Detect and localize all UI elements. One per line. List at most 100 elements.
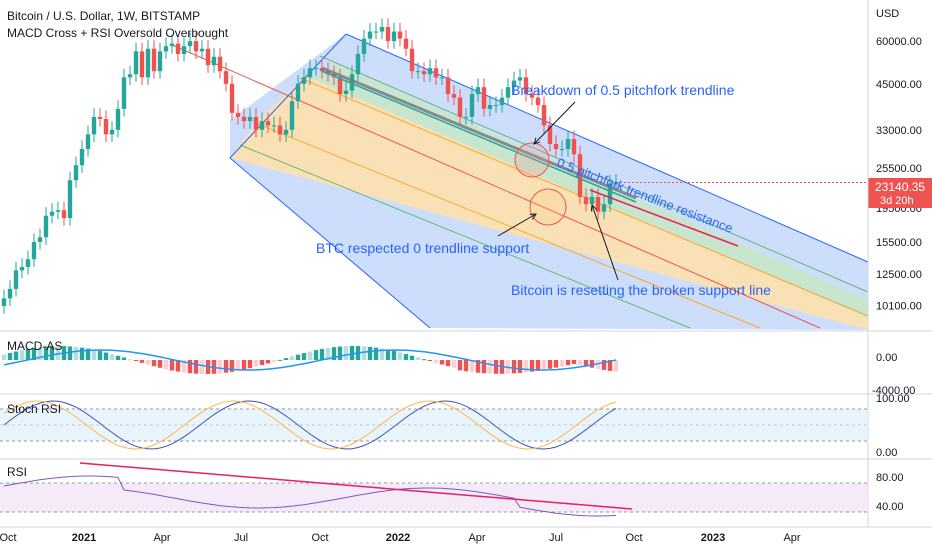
candle	[553, 143, 559, 150]
time-label-3: Jul	[234, 532, 248, 544]
stoch-lines	[3, 400, 617, 450]
macd-bar	[259, 360, 265, 366]
candle	[511, 80, 517, 88]
candle	[1, 298, 7, 306]
macd-bar	[235, 360, 241, 371]
candle	[133, 51, 139, 75]
macd-bar	[517, 360, 523, 373]
macd-bar	[469, 360, 475, 373]
candle	[289, 101, 295, 130]
macd-bar	[535, 360, 541, 371]
rsi-line	[3, 475, 617, 517]
candle	[211, 56, 217, 66]
macd-bar	[37, 347, 43, 360]
price-axis-unit: USD	[876, 8, 899, 20]
candle	[583, 196, 589, 205]
time-label-9: 2023	[701, 532, 725, 544]
macd-bar	[475, 360, 481, 373]
candle	[73, 165, 79, 181]
annotation-resetting: Bitcoin is resetting the broken support …	[511, 282, 771, 298]
candle	[451, 94, 457, 98]
macd-bar	[481, 360, 487, 374]
macd-bar	[253, 360, 259, 367]
time-label-2: Apr	[153, 532, 170, 544]
indicator-title: MACD Cross + RSI Oversold Overbought	[7, 26, 229, 40]
macd-bar	[43, 346, 49, 360]
candle	[541, 105, 547, 126]
rsi-trendline	[79, 462, 633, 510]
macd-bar	[1, 354, 7, 360]
candle	[247, 116, 253, 122]
candle	[193, 41, 199, 52]
time-label-5: 2022	[386, 532, 410, 544]
candle	[157, 51, 163, 72]
last-price-countdown: 3d 20h	[880, 195, 914, 207]
price-tick-3: 25500.00	[876, 163, 922, 175]
candle	[427, 68, 433, 75]
candle	[535, 97, 541, 106]
candle	[301, 77, 307, 84]
resistance-line-green	[321, 70, 637, 203]
pitchfork-lower-quarter	[257, 123, 761, 329]
candle	[139, 51, 145, 78]
macd-bar	[85, 348, 91, 360]
candle	[475, 87, 481, 95]
macd-bar	[109, 354, 115, 360]
pitchfork-top-line	[345, 33, 869, 263]
support-arrow	[497, 214, 536, 237]
candle	[547, 125, 553, 144]
macd-bar	[31, 347, 37, 360]
macd-bar	[103, 352, 109, 360]
macd-bar	[607, 360, 613, 371]
last-price-value: 23140.35	[875, 180, 925, 194]
macd-bar	[217, 360, 223, 374]
candle	[121, 77, 127, 109]
macd-bar	[439, 360, 445, 365]
macd-bar	[613, 360, 619, 372]
resetting-arrow	[592, 205, 619, 281]
price-tick-1: 45000.00	[876, 79, 922, 91]
candle	[361, 38, 367, 55]
candle	[187, 41, 193, 47]
macd-bar	[421, 359, 427, 361]
macd-bar	[127, 359, 133, 361]
stoch-label: Stoch RSI	[7, 402, 61, 416]
macd-bar	[451, 360, 457, 368]
macd-bar	[25, 348, 31, 360]
candle	[91, 116, 97, 135]
time-label-4: Oct	[311, 532, 328, 544]
candle	[55, 210, 61, 212]
macd-bar	[571, 360, 577, 365]
candle	[559, 149, 565, 151]
candle	[313, 68, 319, 70]
rsi-tick-0: 80.00	[876, 472, 904, 484]
candle	[217, 56, 223, 72]
macd-bar	[187, 360, 193, 374]
price-tick-7: 10100.00	[876, 301, 922, 313]
macd-bar	[91, 349, 97, 360]
rsi-tick-1: 40.00	[876, 501, 904, 513]
macd-bar	[319, 348, 325, 360]
candles	[1, 18, 868, 314]
macd-bar	[415, 357, 421, 360]
candle	[265, 121, 271, 126]
macd-bar	[541, 360, 547, 370]
candle	[145, 48, 151, 78]
macd-bar	[391, 351, 397, 360]
macd-bar	[79, 347, 85, 360]
candle	[283, 129, 289, 135]
candle	[607, 183, 613, 205]
candle	[103, 119, 109, 135]
macd-bar	[553, 360, 559, 368]
candle	[319, 68, 325, 72]
pitchfork-median-line	[169, 43, 821, 329]
pitchfork-lower-half	[239, 144, 691, 329]
macd-bar	[115, 355, 121, 360]
candle	[223, 71, 229, 84]
candle	[205, 48, 211, 66]
candle	[463, 116, 469, 118]
macd-bar	[349, 346, 355, 360]
time-label-1: 2021	[72, 532, 96, 544]
macd-bar	[565, 360, 571, 366]
macd-bar	[151, 360, 157, 367]
